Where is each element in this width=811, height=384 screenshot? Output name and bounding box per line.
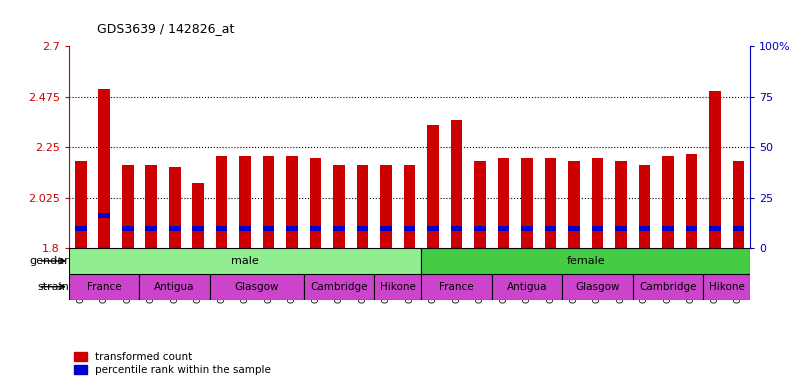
Bar bbox=[474, 161, 486, 248]
Bar bbox=[98, 89, 110, 248]
Bar bbox=[638, 226, 650, 231]
Text: Cambridge: Cambridge bbox=[639, 282, 697, 292]
Bar bbox=[357, 165, 368, 248]
Bar bbox=[662, 156, 674, 248]
Bar bbox=[521, 226, 533, 231]
Bar bbox=[286, 156, 298, 248]
Text: gender: gender bbox=[29, 256, 69, 266]
Bar bbox=[703, 274, 750, 300]
Text: Antigua: Antigua bbox=[507, 282, 547, 292]
Bar bbox=[521, 158, 533, 248]
Bar bbox=[404, 226, 415, 231]
Bar bbox=[210, 274, 304, 300]
Bar bbox=[75, 226, 87, 231]
Bar bbox=[169, 167, 181, 248]
Bar bbox=[263, 226, 274, 231]
Bar bbox=[491, 274, 562, 300]
Bar bbox=[380, 226, 392, 231]
Text: Antigua: Antigua bbox=[154, 282, 195, 292]
Bar bbox=[569, 161, 580, 248]
Bar bbox=[545, 226, 556, 231]
Bar bbox=[427, 125, 439, 248]
Bar bbox=[145, 165, 157, 248]
Bar bbox=[310, 226, 321, 231]
Text: France: France bbox=[440, 282, 474, 292]
Text: Hikone: Hikone bbox=[709, 282, 744, 292]
Bar bbox=[591, 158, 603, 248]
Bar bbox=[685, 154, 697, 248]
Bar bbox=[216, 226, 228, 231]
Bar bbox=[333, 226, 345, 231]
Bar bbox=[286, 226, 298, 231]
Bar bbox=[685, 226, 697, 231]
Bar bbox=[404, 165, 415, 248]
Bar bbox=[615, 161, 627, 248]
Bar bbox=[709, 226, 721, 231]
Bar bbox=[709, 91, 721, 248]
Bar bbox=[239, 226, 251, 231]
Bar bbox=[333, 165, 345, 248]
Bar bbox=[633, 274, 703, 300]
Text: female: female bbox=[566, 256, 605, 266]
Bar bbox=[569, 226, 580, 231]
Text: France: France bbox=[87, 282, 122, 292]
Bar bbox=[192, 183, 204, 248]
Bar bbox=[421, 248, 750, 274]
Bar bbox=[591, 226, 603, 231]
Bar bbox=[122, 165, 134, 248]
Bar bbox=[310, 158, 321, 248]
Bar bbox=[732, 226, 744, 231]
Bar bbox=[375, 274, 421, 300]
Bar bbox=[169, 226, 181, 231]
Bar bbox=[380, 165, 392, 248]
Bar bbox=[263, 156, 274, 248]
Bar bbox=[145, 226, 157, 231]
Bar bbox=[192, 226, 204, 231]
Text: Glasgow: Glasgow bbox=[575, 282, 620, 292]
Bar bbox=[421, 274, 491, 300]
Bar bbox=[451, 226, 462, 231]
Text: GDS3639 / 142826_at: GDS3639 / 142826_at bbox=[97, 22, 234, 35]
Bar bbox=[615, 226, 627, 231]
Bar bbox=[732, 161, 744, 248]
Bar bbox=[357, 226, 368, 231]
Text: Hikone: Hikone bbox=[380, 282, 416, 292]
Legend: transformed count, percentile rank within the sample: transformed count, percentile rank withi… bbox=[74, 352, 271, 375]
Bar bbox=[474, 226, 486, 231]
Text: male: male bbox=[231, 256, 259, 266]
Bar bbox=[498, 158, 509, 248]
Bar bbox=[662, 226, 674, 231]
Text: strain: strain bbox=[37, 282, 69, 292]
Bar bbox=[98, 213, 110, 218]
Bar bbox=[239, 156, 251, 248]
Bar bbox=[122, 226, 134, 231]
Bar bbox=[545, 158, 556, 248]
Bar bbox=[638, 165, 650, 248]
Bar bbox=[216, 156, 228, 248]
Bar bbox=[304, 274, 375, 300]
Bar bbox=[75, 161, 87, 248]
Bar bbox=[139, 274, 210, 300]
Bar bbox=[427, 226, 439, 231]
Bar bbox=[451, 120, 462, 248]
Bar bbox=[562, 274, 633, 300]
Bar bbox=[69, 248, 421, 274]
Text: Cambridge: Cambridge bbox=[311, 282, 368, 292]
Bar bbox=[498, 226, 509, 231]
Text: Glasgow: Glasgow bbox=[234, 282, 279, 292]
Bar bbox=[69, 274, 139, 300]
